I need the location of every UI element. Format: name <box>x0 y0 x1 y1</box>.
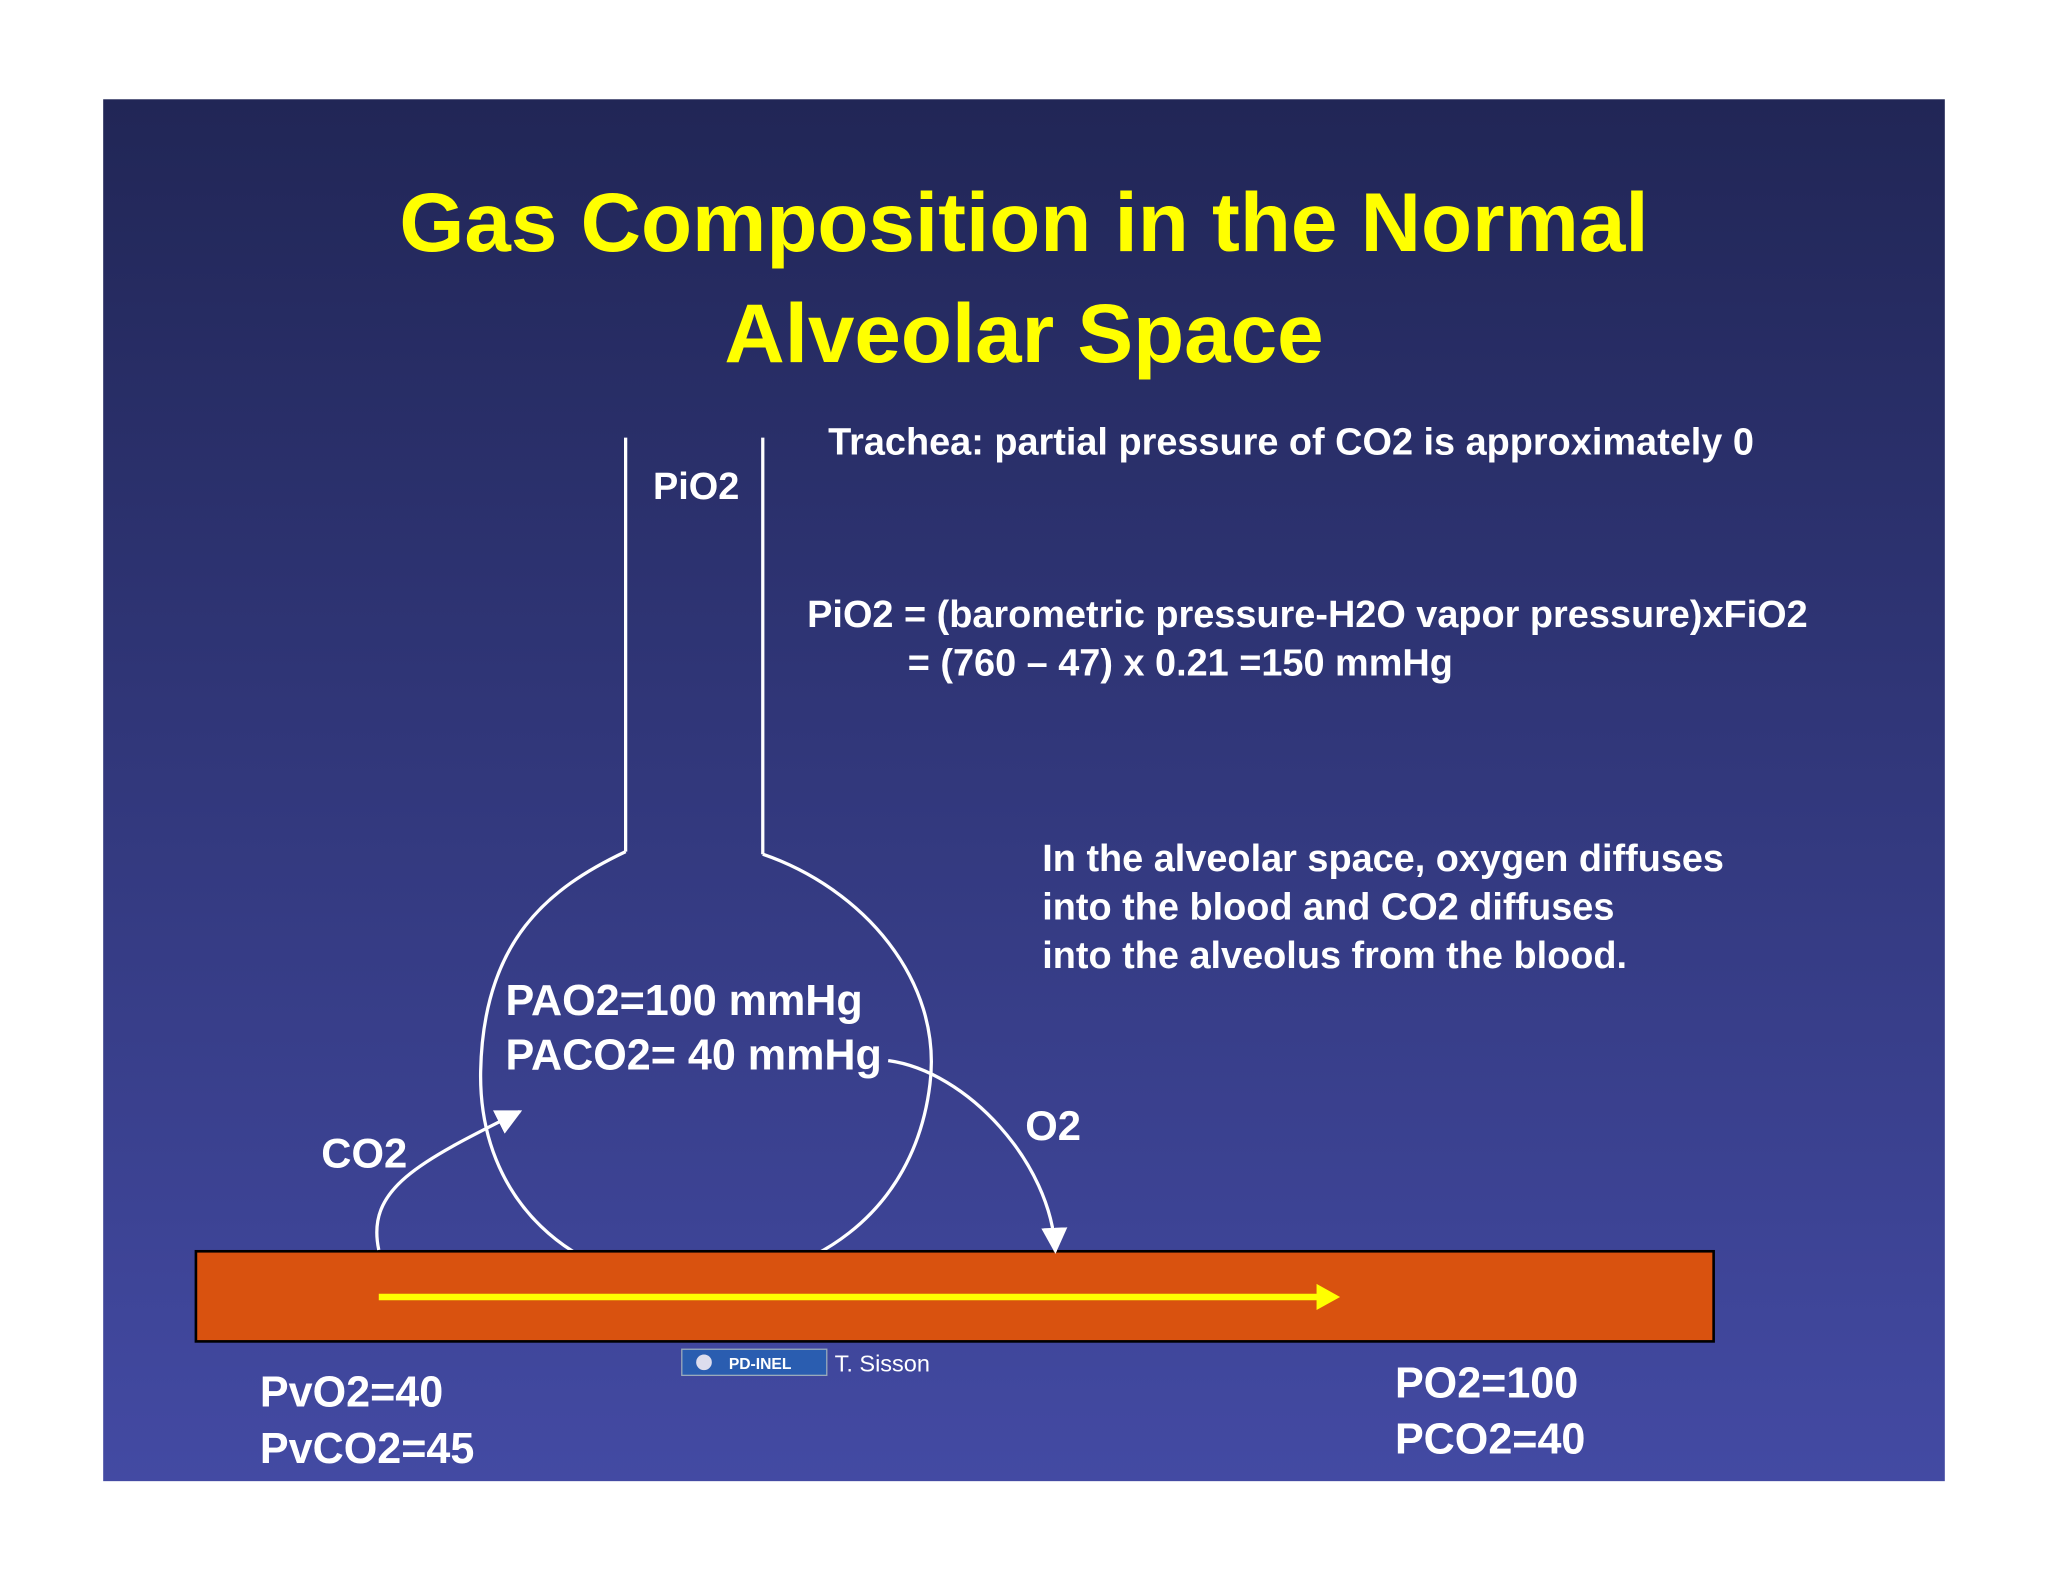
formula-line: = (760 – 47) x 0.21 =150 mmHg <box>908 642 1453 684</box>
alveolus-value: PAO2=100 mmHg <box>505 977 862 1025</box>
trachea-note: Trachea: partial pressure of CO2 is appr… <box>828 422 1754 464</box>
o2-label: O2 <box>1025 1102 1081 1149</box>
co2-arrow <box>375 1110 523 1251</box>
o2-arrow <box>887 1058 1068 1254</box>
logo-text: PD-INEL <box>729 1356 792 1373</box>
alveolar-note-line: into the alveolus from the blood. <box>1042 935 1627 977</box>
venous-value: PvCO2=45 <box>260 1425 474 1473</box>
title-line: Alveolar Space <box>724 286 1323 380</box>
alveolus-value: PACO2= 40 mmHg <box>505 1032 881 1080</box>
alveolar-note-line: into the blood and CO2 diffuses <box>1042 887 1614 929</box>
blood-flow-arrowhead <box>1316 1283 1341 1311</box>
formula-line: PiO2 = (barometric pressure-H2O vapor pr… <box>807 594 1808 636</box>
title-line: Gas Composition in the Normal <box>399 175 1648 269</box>
credit: T. Sisson <box>835 1350 930 1376</box>
logo-icon <box>696 1354 712 1371</box>
alveolar-note-line: In the alveolar space, oxygen diffuses <box>1042 838 1724 880</box>
venous-value: PvO2=40 <box>260 1369 443 1417</box>
arterial-value: PCO2=40 <box>1395 1416 1585 1464</box>
trachea-label: PiO2 <box>653 466 739 508</box>
co2-label: CO2 <box>321 1130 407 1177</box>
arterial-value: PO2=100 <box>1395 1360 1578 1408</box>
